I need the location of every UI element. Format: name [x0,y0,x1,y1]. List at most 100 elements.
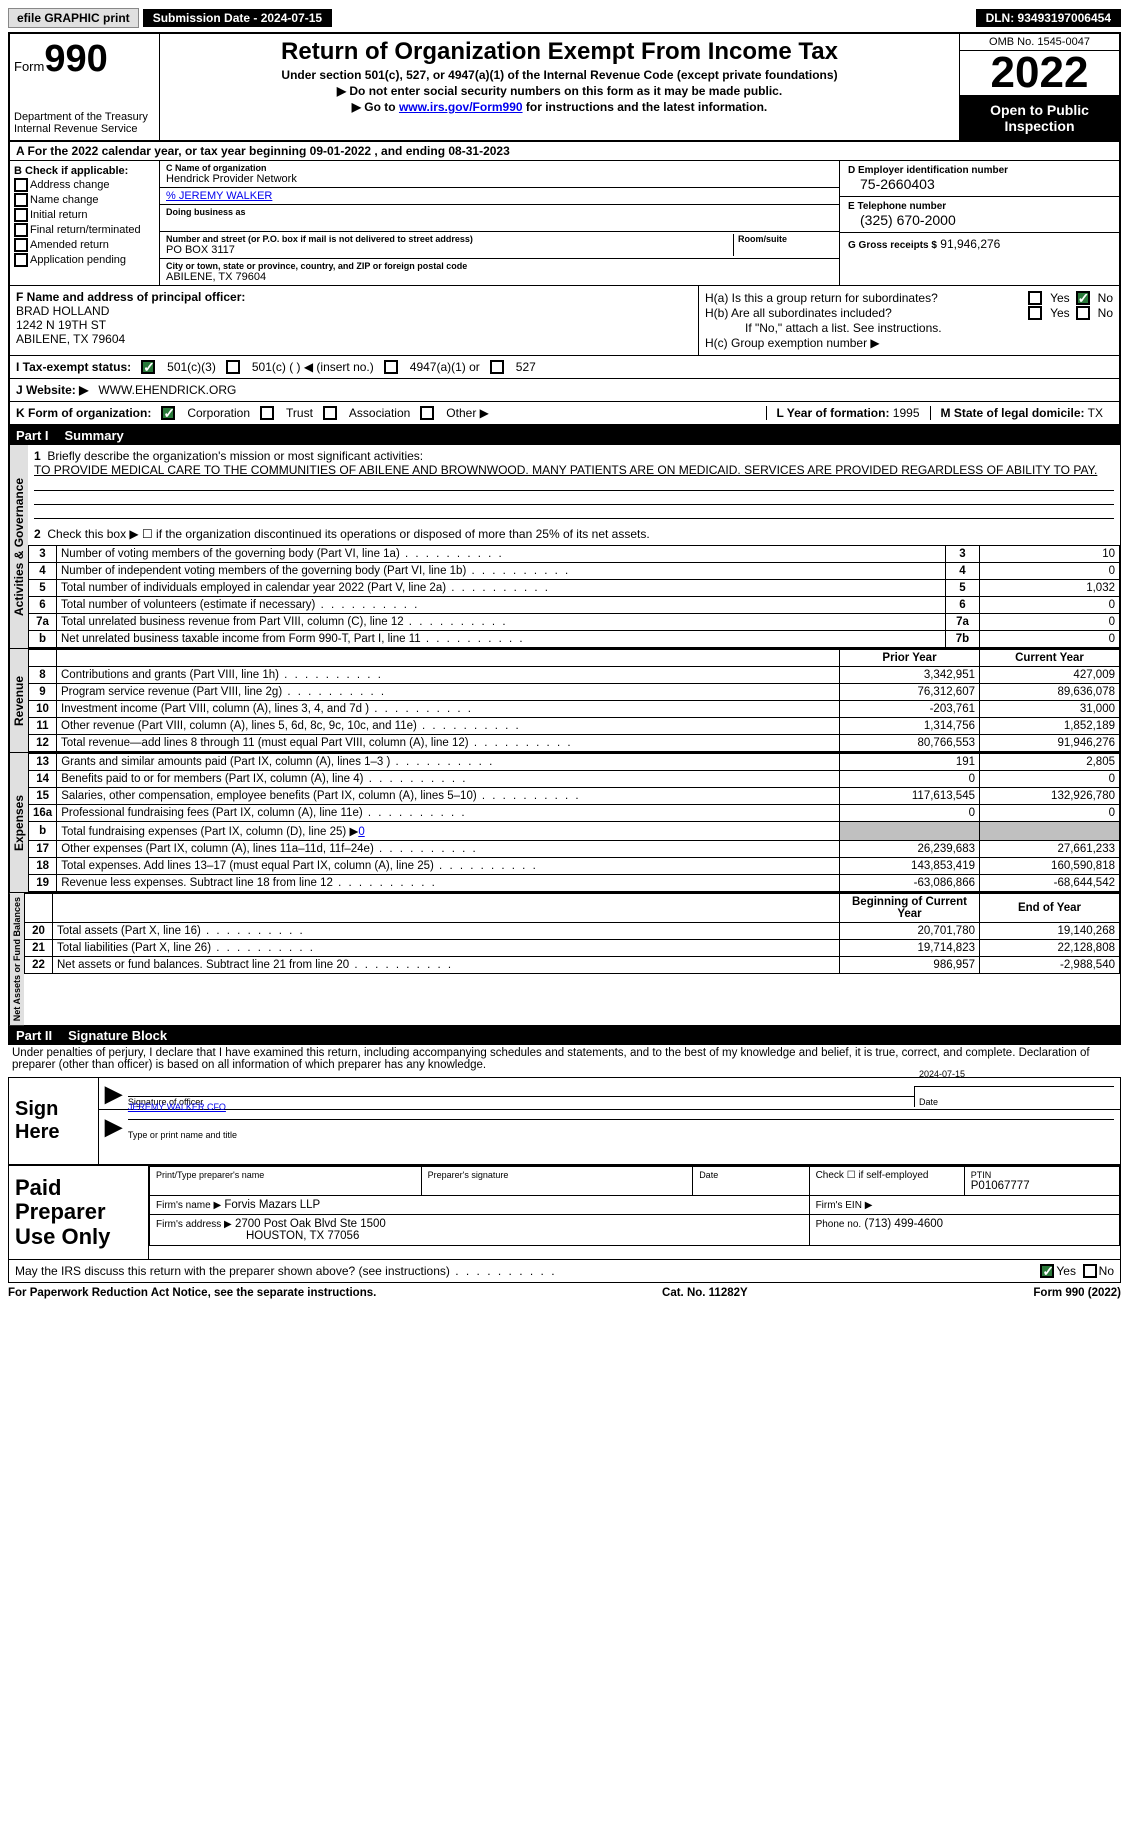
row-16b-link[interactable]: 0 [358,826,364,838]
city-label: City or town, state or province, country… [166,261,833,271]
dln: DLN: 93493197006454 [976,9,1121,27]
hb-no: No [1098,306,1113,320]
chk-trust[interactable] [260,406,274,420]
org-name: Hendrick Provider Network [166,173,833,185]
ptin-label: PTIN [971,1170,1113,1180]
chk-4947[interactable] [384,360,398,374]
rev-row-py: -203,761 [840,701,980,718]
exp2-row-num: 19 [29,875,57,892]
gross-value: 91,946,276 [940,237,1000,251]
gov-row-desc: Total number of individuals employed in … [57,580,946,597]
net-row-py: 19,714,823 [840,940,980,957]
hb-note: If "No," attach a list. See instructions… [705,321,942,335]
col-b-checkboxes: B Check if applicable: Address change Na… [10,161,160,285]
footer-left: For Paperwork Reduction Act Notice, see … [8,1287,376,1299]
gov-row-box: 5 [946,580,980,597]
net-row-py: 986,957 [840,957,980,974]
chk-527[interactable] [490,360,504,374]
exp-row-cy: 2,805 [980,754,1120,771]
chk-application-pending[interactable]: Application pending [14,253,155,267]
sign-arrow-1: ▶ [105,1081,122,1107]
ha-yes-checkbox[interactable] [1028,291,1042,305]
row-16b-desc: Total fundraising expenses (Part IX, col… [61,826,358,838]
may-irs-yes-checkbox[interactable] [1040,1264,1054,1278]
may-irs-no: No [1099,1264,1114,1278]
may-irs-yes: Yes [1056,1264,1076,1278]
hb-no-checkbox[interactable] [1076,306,1090,320]
net-row-num: 21 [25,940,53,957]
form-note-2: ▶ Go to www.irs.gov/Form990 for instruct… [168,100,951,114]
firm-addr2: HOUSTON, TX 77056 [156,1230,359,1242]
ein-label: D Employer identification number [848,165,1111,176]
rev-row-desc: Program service revenue (Part VIII, line… [57,684,840,701]
part2-title: Signature Block [68,1028,167,1043]
gov-row-desc: Number of independent voting members of … [57,563,946,580]
net-row-desc: Total assets (Part X, line 16) [53,923,840,940]
exp2-row-desc: Total expenses. Add lines 13–17 (must eq… [57,858,840,875]
chk-final-return[interactable]: Final return/terminated [14,223,155,237]
pp-self-employed: Check ☐ if self-employed [816,1170,958,1181]
row-k-form-org: K Form of organization: Corporation Trus… [8,402,1121,426]
chk-501c[interactable] [226,360,240,374]
hdr-end-year: End of Year [980,894,1120,923]
gov-row-box: 7b [946,631,980,648]
chk-501c3[interactable] [141,360,155,374]
chk-corporation[interactable] [161,406,175,420]
phone-value: (325) 670-2000 [848,212,1111,228]
hb-yes-checkbox[interactable] [1028,306,1042,320]
sign-arrow-2: ▶ [105,1114,122,1140]
form-number: 990 [44,38,107,80]
hdr-beg-year: Beginning of Current Year [840,894,980,923]
officer-addr1: 1242 N 19TH ST [16,318,692,332]
part1-num: Part I [16,428,49,443]
submission-date: Submission Date - 2024-07-15 [143,9,332,27]
ha-yes: Yes [1050,291,1070,305]
opt-assoc: Association [349,406,410,420]
opt-corp: Corporation [187,406,250,420]
officer-name-link[interactable]: JEREMY WALKER CFO [128,1102,226,1112]
firm-phone: (713) 499-4600 [864,1218,943,1230]
net-row-desc: Total liabilities (Part X, line 26) [53,940,840,957]
net-row-cy: 19,140,268 [980,923,1120,940]
q1-label: Briefly describe the organization's miss… [47,449,423,463]
gov-row-val: 10 [980,546,1120,563]
exp2-row-cy: -68,644,542 [980,875,1120,892]
chk-address-change[interactable]: Address change [14,178,155,192]
chk-name-change[interactable]: Name change [14,193,155,207]
part1-title: Summary [65,428,124,443]
form-note-1: ▶ Do not enter social security numbers o… [168,84,951,98]
net-row-cy: 22,128,808 [980,940,1120,957]
irs-link[interactable]: www.irs.gov/Form990 [399,100,523,114]
chk-other[interactable] [420,406,434,420]
chk-association[interactable] [323,406,337,420]
net-row-cy: -2,988,540 [980,957,1120,974]
chk-amended-return[interactable]: Amended return [14,238,155,252]
ha-label: H(a) Is this a group return for subordin… [705,291,1022,305]
exp2-row-num: 18 [29,858,57,875]
rev-row-cy: 427,009 [980,667,1120,684]
table-net-assets: Beginning of Current YearEnd of Year 20 … [24,893,1120,974]
gov-row-num: 6 [29,597,57,614]
rev-row-desc: Total revenue—add lines 8 through 11 (mu… [57,735,840,752]
care-of: % JEREMY WALKER [166,190,833,202]
care-of-link[interactable]: % JEREMY WALKER [166,190,272,202]
part1-body: Activities & Governance 1 Briefly descri… [8,445,1121,1026]
ha-no-checkbox[interactable] [1076,291,1090,305]
part2-header: Part II Signature Block [8,1026,1121,1045]
chk-initial-return[interactable]: Initial return [14,208,155,222]
officer-label: F Name and address of principal officer: [16,290,692,304]
efile-print-button[interactable]: efile GRAPHIC print [8,8,139,28]
sign-here-label: Sign Here [9,1078,99,1164]
firm-phone-label: Phone no. [816,1219,862,1230]
l-label: L Year of formation: [777,406,890,420]
rev-row-desc: Other revenue (Part VIII, column (A), li… [57,718,840,735]
rev-row-py: 76,312,607 [840,684,980,701]
hb-label: H(b) Are all subordinates included? [705,306,1022,320]
gov-row-num: 4 [29,563,57,580]
part1-header: Part I Summary [8,426,1121,445]
exp-row-cy: 0 [980,805,1120,822]
may-irs-no-checkbox[interactable] [1083,1264,1097,1278]
rev-row-cy: 91,946,276 [980,735,1120,752]
exp-row-desc: Grants and similar amounts paid (Part IX… [57,754,840,771]
firm-ein-label: Firm's EIN ▶ [816,1200,873,1211]
